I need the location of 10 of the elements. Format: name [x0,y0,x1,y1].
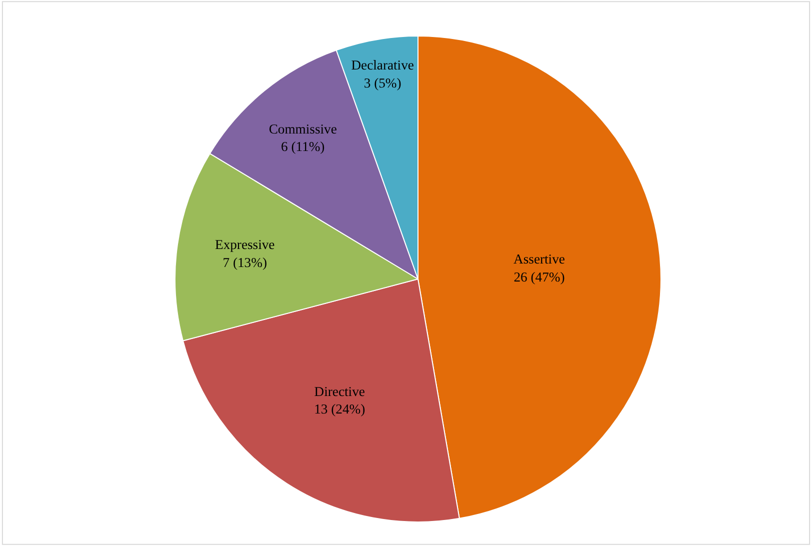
data-label: 26 (47%) [514,269,565,284]
slice-label: Directive [314,384,365,400]
slice-label: Commissive [268,121,337,136]
data-label: 6 (11%) [281,139,325,154]
data-label: 3 (5%) [364,75,402,90]
data-label: 7 (13%) [222,254,267,270]
slice-label: Declarative [351,58,414,73]
data-label: 13 (24%) [314,402,366,417]
slice-label: Assertive [514,252,565,267]
slice-label: Expressive [215,237,275,252]
